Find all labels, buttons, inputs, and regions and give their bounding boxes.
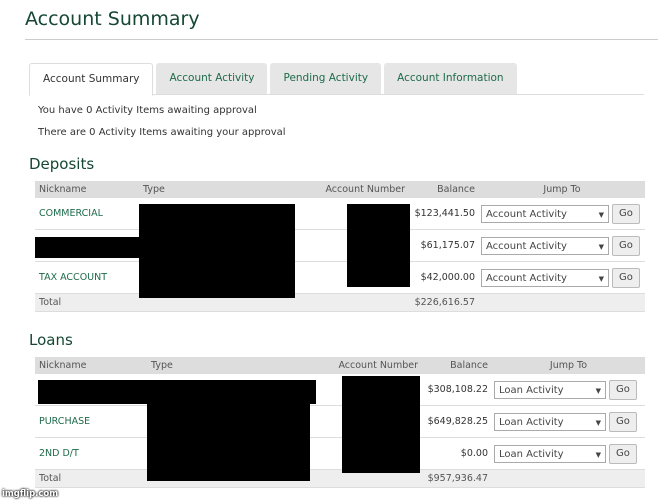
col-nickname: Nickname — [35, 181, 139, 198]
col-jump-to: Jump To — [479, 181, 645, 198]
tab-bar: Account Summary Account Activity Pending… — [29, 63, 644, 96]
col-nickname: Nickname — [35, 357, 147, 374]
table-row: TAX ACCOUNT $42,000.00 Account Activity ▼ Go — [35, 261, 645, 294]
approval-message: You have 0 Activity Items awaiting appro… — [38, 105, 257, 116]
jump-to-select[interactable]: Account Activity ▼ — [481, 268, 609, 287]
total-balance: $226,616.57 — [409, 293, 479, 312]
table-header: Nickname Type Account Number Balance Jum… — [35, 357, 645, 374]
total-row: Total $226,616.57 — [35, 293, 645, 312]
account-nickname-link[interactable]: PURCHASE — [35, 405, 147, 438]
go-button[interactable]: Go — [612, 203, 640, 224]
dropdown-arrow-icon: ▼ — [598, 242, 604, 251]
jump-to-select[interactable]: Loan Activity ▼ — [494, 380, 606, 399]
table-header: Nickname Type Account Number Balance Jum… — [35, 181, 645, 198]
divider — [25, 39, 658, 40]
total-row: Total $957,936.47 — [35, 469, 645, 488]
jump-to-select[interactable]: Account Activity ▼ — [481, 204, 609, 223]
jump-to-select[interactable]: Loan Activity ▼ — [494, 412, 606, 431]
redaction-block — [35, 237, 140, 258]
loans-table: Nickname Type Account Number Balance Jum… — [35, 357, 645, 488]
col-balance: Balance — [409, 181, 479, 198]
selected-option: Loan Activity — [499, 384, 564, 396]
table-row: COMMERCIAL $123,441.50 Account Activity ▼ Go — [35, 198, 645, 230]
col-type: Type — [147, 357, 297, 374]
balance: $649,828.25 — [422, 405, 492, 438]
dropdown-arrow-icon: ▼ — [598, 210, 604, 219]
col-account-number: Account Number — [289, 181, 409, 198]
selected-option: Account Activity — [486, 208, 567, 220]
account-nickname-link[interactable]: COMMERCIAL — [35, 198, 139, 230]
balance: $0.00 — [422, 437, 492, 470]
tab-pending-activity[interactable]: Pending Activity — [270, 63, 382, 94]
watermark: imgflip.com — [2, 489, 59, 499]
dropdown-arrow-icon: ▼ — [595, 418, 601, 427]
approval-message: There are 0 Activity Items awaiting your… — [38, 127, 286, 138]
dropdown-arrow-icon: ▼ — [598, 274, 604, 283]
redaction-block — [347, 204, 410, 287]
go-button[interactable]: Go — [609, 379, 637, 400]
selected-option: Account Activity — [486, 240, 567, 252]
dropdown-arrow-icon: ▼ — [595, 450, 601, 459]
account-nickname-link[interactable]: TAX ACCOUNT — [35, 261, 139, 294]
balance: $61,175.07 — [409, 229, 479, 262]
selected-option: Account Activity — [486, 272, 567, 284]
total-label: Total — [35, 293, 139, 312]
jump-to-select[interactable]: Loan Activity ▼ — [494, 444, 606, 463]
tab-account-summary[interactable]: Account Summary — [29, 63, 154, 96]
balance: $42,000.00 — [409, 261, 479, 294]
tab-account-activity[interactable]: Account Activity — [156, 63, 268, 94]
page-title: Account Summary — [25, 8, 200, 30]
redaction-block — [342, 376, 420, 473]
redaction-block — [38, 380, 316, 404]
account-nickname-link[interactable]: 2ND D/T — [35, 437, 147, 470]
tab-account-information[interactable]: Account Information — [384, 63, 517, 94]
dropdown-arrow-icon: ▼ — [595, 386, 601, 395]
loans-heading: Loans — [29, 331, 73, 349]
total-label: Total — [35, 469, 147, 488]
total-balance: $957,936.47 — [422, 469, 492, 488]
go-button[interactable]: Go — [612, 267, 640, 288]
selected-option: Loan Activity — [499, 448, 564, 460]
col-type: Type — [139, 181, 289, 198]
redaction-block — [139, 204, 295, 298]
deposits-heading: Deposits — [29, 155, 95, 173]
col-balance: Balance — [422, 357, 492, 374]
col-account-number: Account Number — [297, 357, 422, 374]
table-row: 2ND D/T $0.00 Loan Activity ▼ Go — [35, 437, 645, 470]
table-row: PURCHASE $649,828.25 Loan Activity ▼ Go — [35, 405, 645, 438]
col-jump-to: Jump To — [492, 357, 645, 374]
go-button[interactable]: Go — [609, 411, 637, 432]
selected-option: Loan Activity — [499, 416, 564, 428]
jump-to-select[interactable]: Account Activity ▼ — [481, 236, 609, 255]
go-button[interactable]: Go — [609, 443, 637, 464]
redaction-block — [147, 403, 310, 481]
balance: $308,108.22 — [422, 374, 492, 406]
balance: $123,441.50 — [409, 198, 479, 230]
go-button[interactable]: Go — [612, 235, 640, 256]
